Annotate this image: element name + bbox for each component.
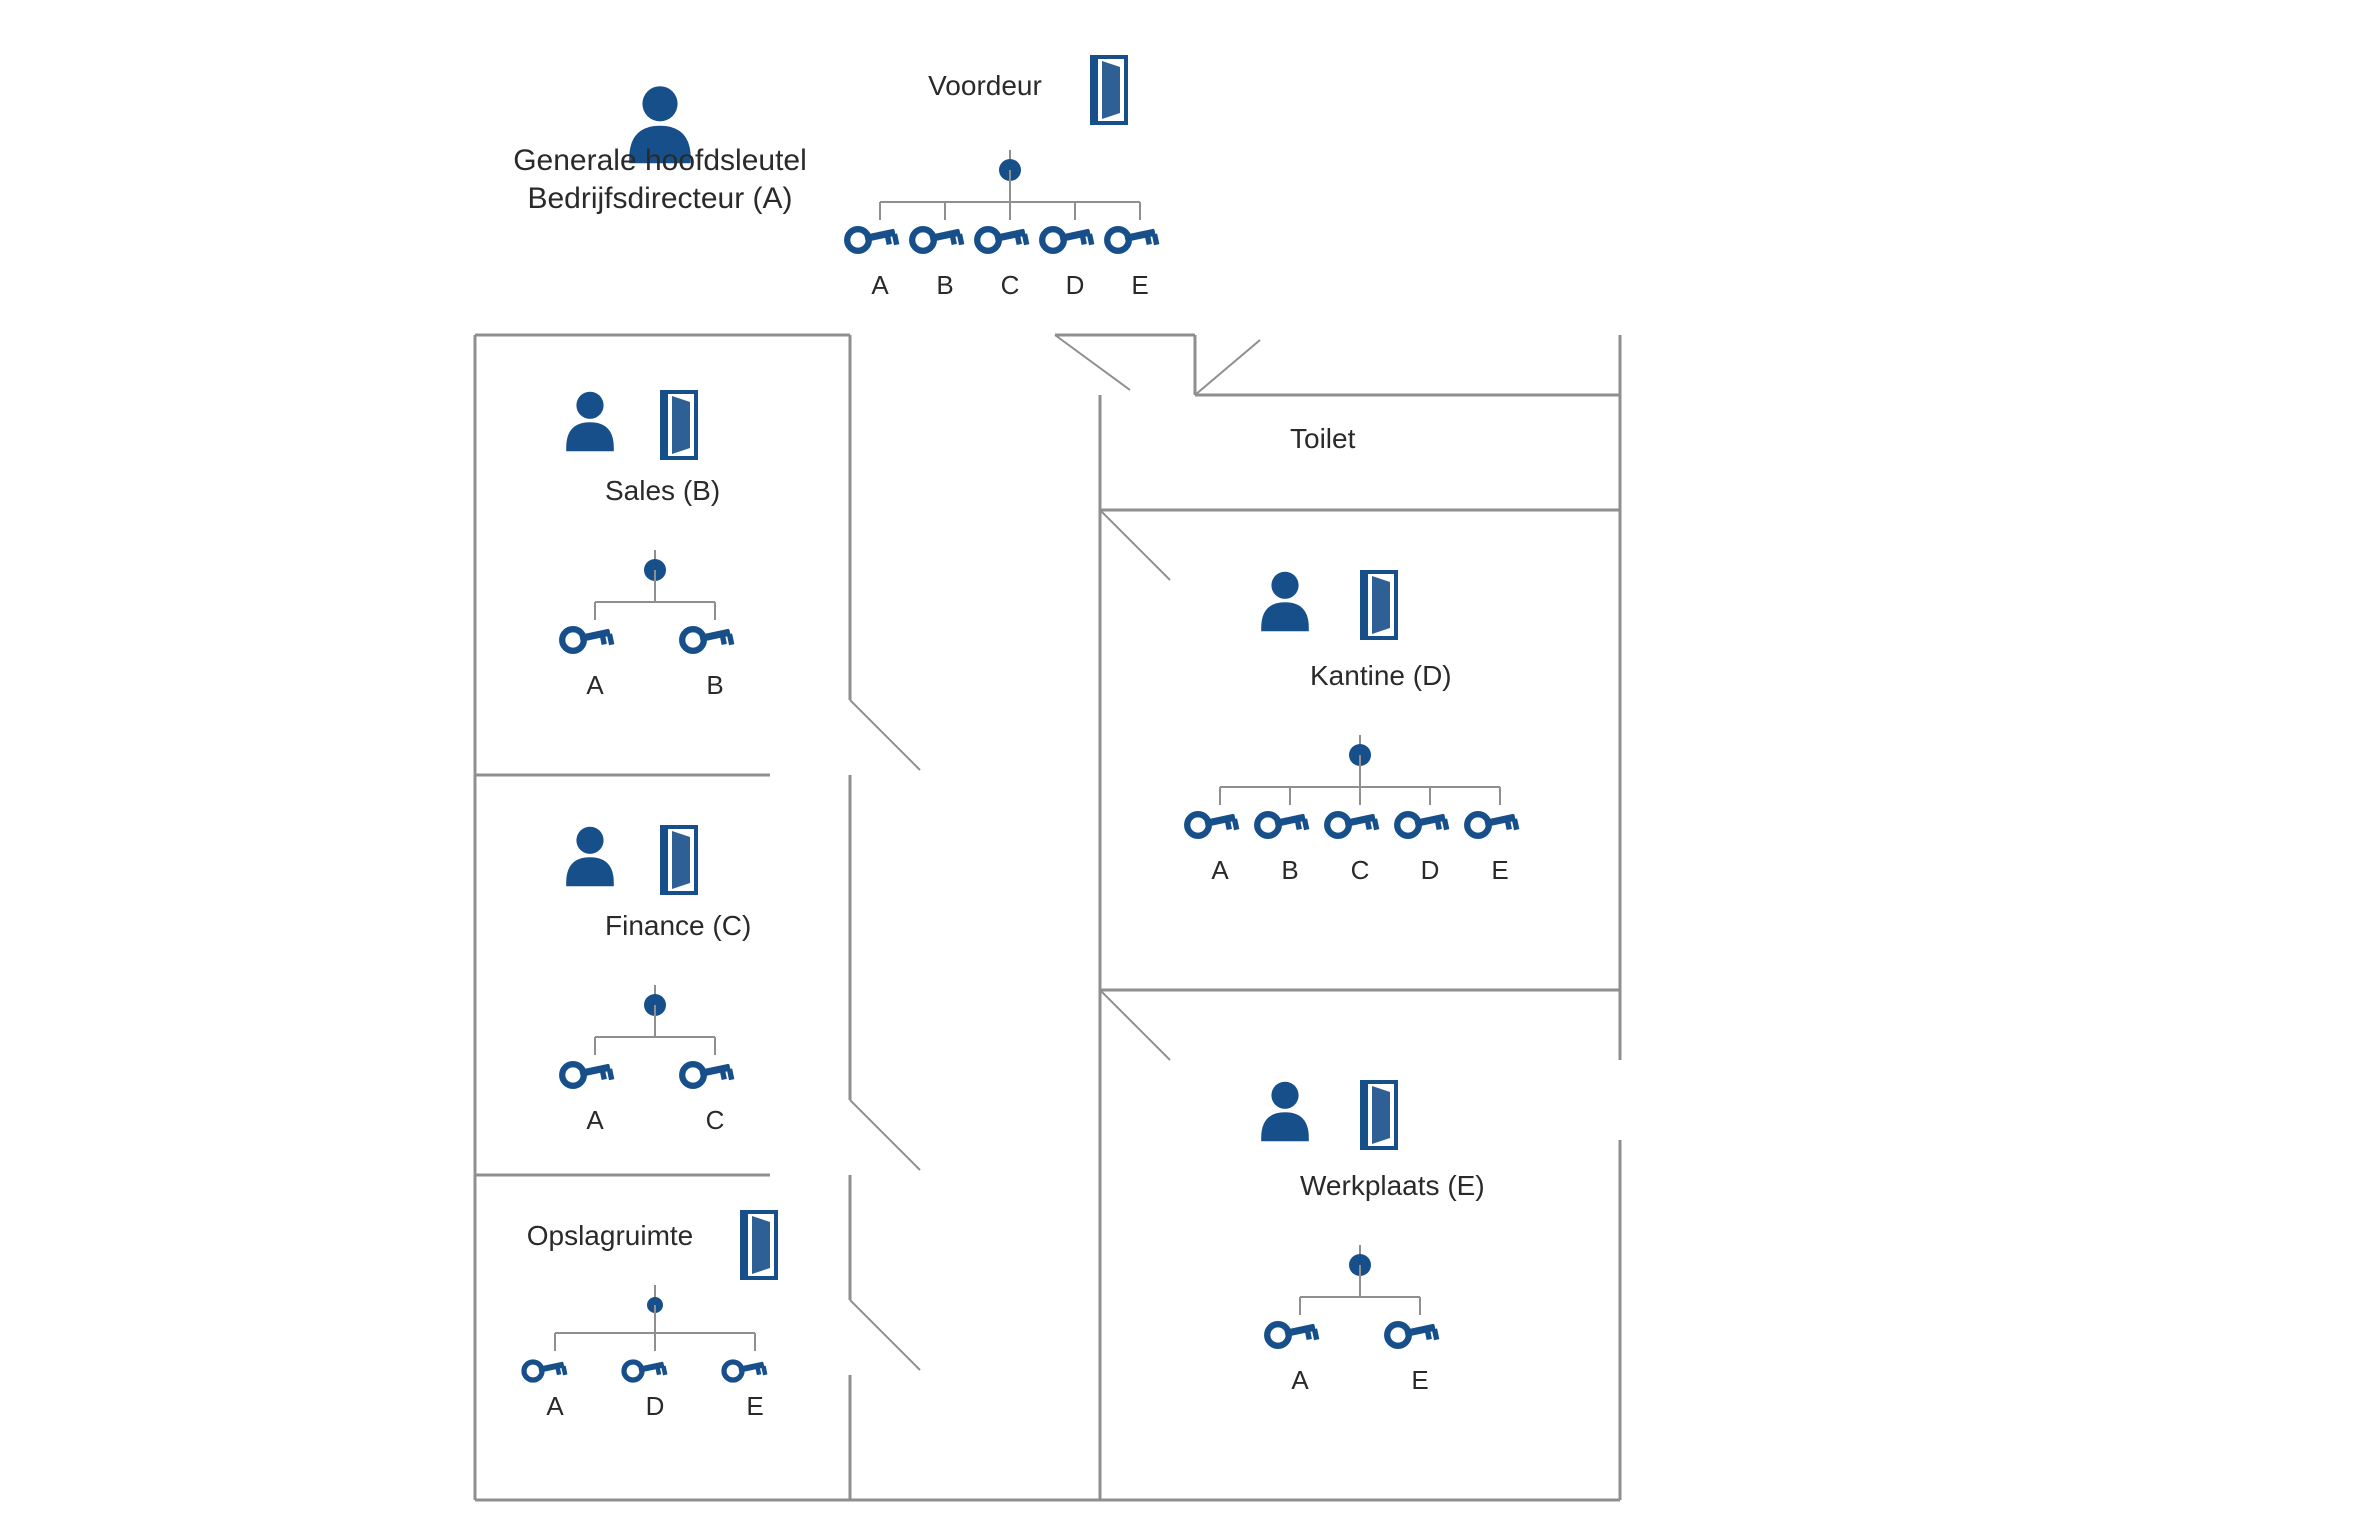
key-icon bbox=[562, 629, 614, 651]
key-label: E bbox=[1131, 270, 1148, 300]
key-icon bbox=[1042, 229, 1094, 251]
key-label: D bbox=[646, 1391, 665, 1421]
room-kantine bbox=[1187, 570, 1519, 836]
key-label: E bbox=[746, 1391, 763, 1421]
key-label: A bbox=[871, 270, 889, 300]
key-icon bbox=[1467, 814, 1519, 836]
key-icon bbox=[847, 229, 899, 251]
room-title: Kantine (D) bbox=[1310, 660, 1452, 691]
door-icon bbox=[660, 390, 698, 460]
room-title: Werkplaats (E) bbox=[1300, 1170, 1485, 1201]
person-icon bbox=[1261, 572, 1309, 632]
key-label: B bbox=[706, 670, 723, 700]
key-label: E bbox=[1411, 1365, 1428, 1395]
toilet-label: Toilet bbox=[1290, 423, 1356, 454]
key-icon bbox=[1257, 814, 1309, 836]
room-title: Sales (B) bbox=[605, 475, 720, 506]
door-icon bbox=[1360, 1080, 1398, 1150]
key-icon bbox=[1327, 814, 1379, 836]
key-label: C bbox=[706, 1105, 725, 1135]
key-label: B bbox=[1281, 855, 1298, 885]
person-icon bbox=[566, 827, 614, 887]
door-icon bbox=[1360, 570, 1398, 640]
room-werkplaats bbox=[1261, 1080, 1439, 1346]
key-label: D bbox=[1066, 270, 1085, 300]
key-label: A bbox=[1291, 1365, 1309, 1395]
key-icon bbox=[1267, 1324, 1319, 1346]
room-title: Finance (C) bbox=[605, 910, 751, 941]
key-label: D bbox=[1421, 855, 1440, 885]
door-icon bbox=[740, 1210, 778, 1280]
key-icon bbox=[1187, 814, 1239, 836]
room-title: Opslagruimte bbox=[527, 1220, 694, 1251]
key-label: B bbox=[936, 270, 953, 300]
key-icon bbox=[977, 229, 1029, 251]
room-title: Voordeur bbox=[928, 70, 1042, 101]
master-label-1: Generale hoofdsleutel bbox=[513, 144, 807, 177]
key-label: A bbox=[1211, 855, 1229, 885]
key-icon bbox=[1397, 814, 1449, 836]
key-icon bbox=[682, 629, 734, 651]
key-icon bbox=[724, 1362, 767, 1380]
master-label-2: Bedrijfsdirecteur (A) bbox=[527, 182, 792, 215]
key-label: C bbox=[1001, 270, 1020, 300]
key-icon bbox=[1387, 1324, 1439, 1346]
key-label: A bbox=[586, 1105, 604, 1135]
key-label: C bbox=[1351, 855, 1370, 885]
key-icon bbox=[1107, 229, 1159, 251]
room-sales bbox=[562, 390, 734, 651]
key-icon bbox=[524, 1362, 567, 1380]
key-label: E bbox=[1491, 855, 1508, 885]
key-icon bbox=[682, 1064, 734, 1086]
room-finance bbox=[562, 825, 734, 1086]
key-label: A bbox=[586, 670, 604, 700]
key-label: A bbox=[546, 1391, 564, 1421]
person-icon bbox=[1261, 1082, 1309, 1142]
person-icon bbox=[566, 392, 614, 452]
door-icon bbox=[1090, 55, 1128, 125]
door-icon bbox=[660, 825, 698, 895]
key-icon bbox=[912, 229, 964, 251]
key-icon bbox=[624, 1362, 667, 1380]
key-icon bbox=[562, 1064, 614, 1086]
